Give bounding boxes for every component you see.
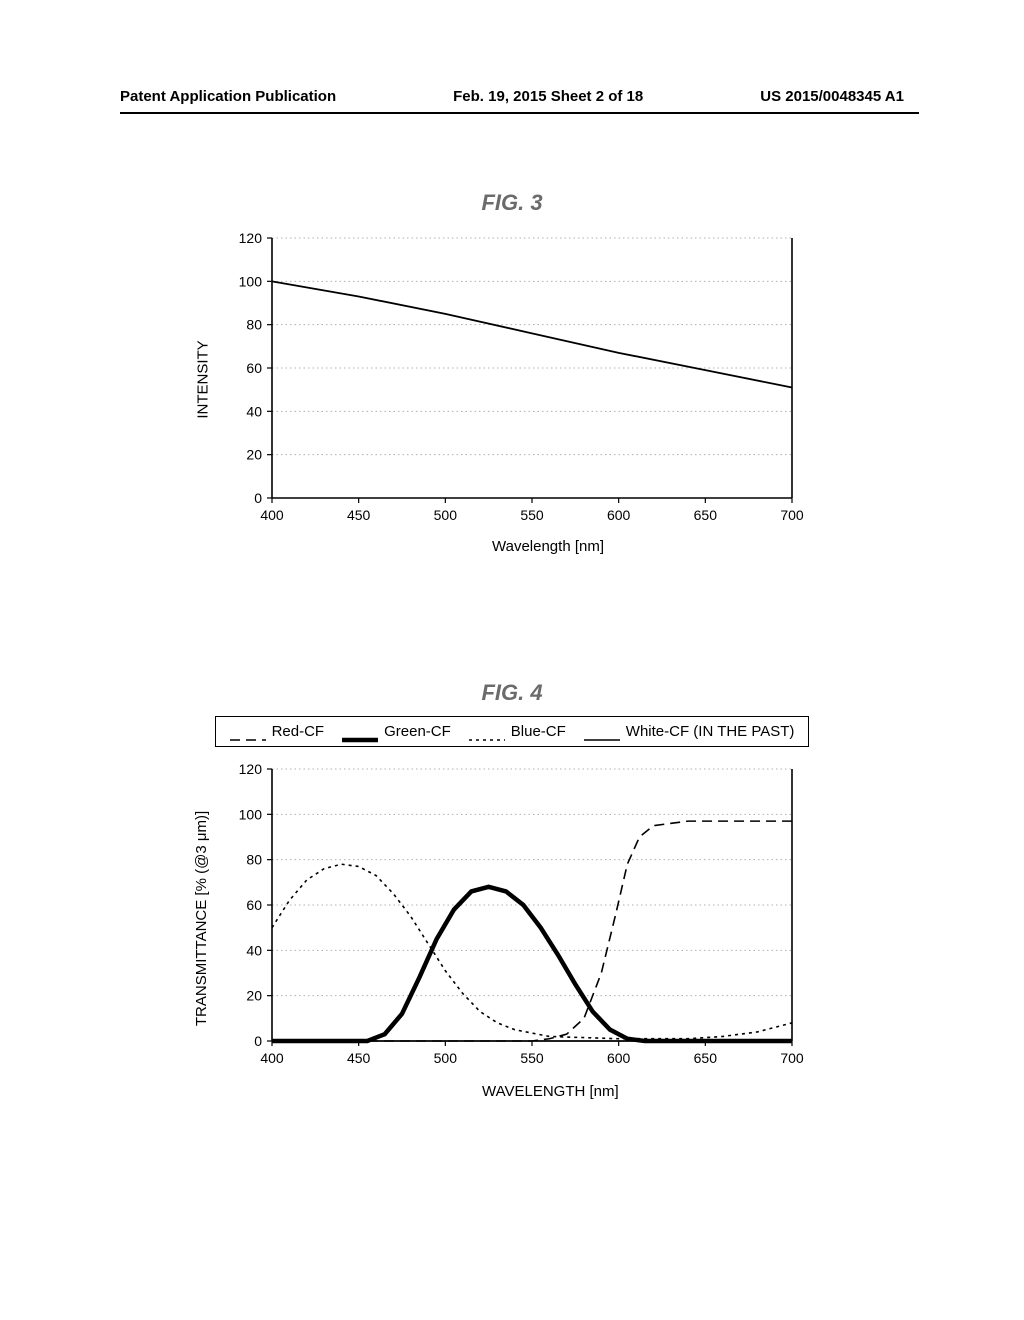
svg-text:500: 500 — [434, 507, 458, 523]
svg-text:650: 650 — [694, 507, 718, 523]
svg-text:650: 650 — [694, 1050, 718, 1066]
svg-text:400: 400 — [260, 1050, 284, 1066]
svg-text:100: 100 — [239, 273, 263, 289]
legend-item: White-CF (IN THE PAST) — [584, 723, 795, 740]
svg-text:20: 20 — [246, 988, 262, 1004]
figure-4: FIG. 4 Red-CF Green-CF Blue-CF White-CF (IN… — [0, 680, 1024, 1115]
svg-text:40: 40 — [246, 403, 262, 419]
svg-text:120: 120 — [239, 230, 263, 246]
legend-label: White-CF (IN THE PAST) — [626, 723, 795, 740]
svg-text:0: 0 — [254, 1033, 262, 1049]
svg-text:550: 550 — [520, 507, 544, 523]
legend-label: Red-CF — [272, 723, 325, 740]
svg-text:700: 700 — [780, 1050, 804, 1066]
svg-text:80: 80 — [246, 852, 262, 868]
svg-text:400: 400 — [260, 507, 284, 523]
fig3-chart: INTENSITY 400 450 500 550 600 650 700 0 20 40 60 80… — [182, 226, 842, 566]
legend-label: Green-CF — [384, 723, 451, 740]
svg-text:80: 80 — [246, 317, 262, 333]
legend-swatch — [584, 731, 620, 733]
page-header: Patent Application Publication Feb. 19, … — [0, 88, 1024, 105]
fig3-plot: 400 450 500 550 600 650 700 0 20 40 60 80 100 120 — [182, 226, 842, 566]
svg-text:500: 500 — [434, 1050, 458, 1066]
svg-text:700: 700 — [780, 507, 804, 523]
fig3-title: FIG. 3 — [481, 190, 542, 216]
fig3-xlabel: Wavelength [nm] — [492, 538, 604, 555]
fig4-ylabel: TRANSMITTANCE [% (@3 μm)] — [193, 811, 210, 1026]
fig4-plot: 400 450 500 550 600 650 700 0 20 40 60 80 100 120 — [172, 755, 852, 1115]
legend-swatch — [342, 731, 378, 733]
header-rule — [120, 112, 919, 114]
header-center: Feb. 19, 2015 Sheet 2 of 18 — [453, 88, 643, 105]
legend-item: Blue-CF — [469, 723, 566, 740]
svg-text:20: 20 — [246, 447, 262, 463]
fig4-chart: TRANSMITTANCE [% (@3 μm)] 40045050055060… — [172, 755, 852, 1115]
svg-text:450: 450 — [347, 1050, 371, 1066]
fig4-legend: Red-CF Green-CF Blue-CF White-CF (IN THE PA… — [215, 716, 810, 747]
legend-swatch — [469, 731, 505, 733]
legend-label: Blue-CF — [511, 723, 566, 740]
svg-text:600: 600 — [607, 507, 631, 523]
svg-text:40: 40 — [246, 942, 262, 958]
legend-item: Green-CF — [342, 723, 451, 740]
legend-item: Red-CF — [230, 723, 325, 740]
svg-text:120: 120 — [239, 761, 263, 777]
fig4-title: FIG. 4 — [481, 680, 542, 706]
svg-text:0: 0 — [254, 490, 262, 506]
svg-text:60: 60 — [246, 360, 262, 376]
svg-text:550: 550 — [520, 1050, 544, 1066]
svg-text:450: 450 — [347, 507, 371, 523]
header-left: Patent Application Publication — [120, 88, 336, 105]
svg-text:100: 100 — [239, 806, 263, 822]
fig3-ylabel: INTENSITY — [195, 340, 212, 418]
svg-text:60: 60 — [246, 897, 262, 913]
legend-swatch — [230, 731, 266, 733]
figure-3: FIG. 3 INTENSITY 400 450 500 550 600 650 700 0 2… — [0, 190, 1024, 566]
header-right: US 2015/0048345 A1 — [760, 88, 904, 105]
svg-text:600: 600 — [607, 1050, 631, 1066]
fig4-xlabel: WAVELENGTH [nm] — [482, 1083, 619, 1100]
